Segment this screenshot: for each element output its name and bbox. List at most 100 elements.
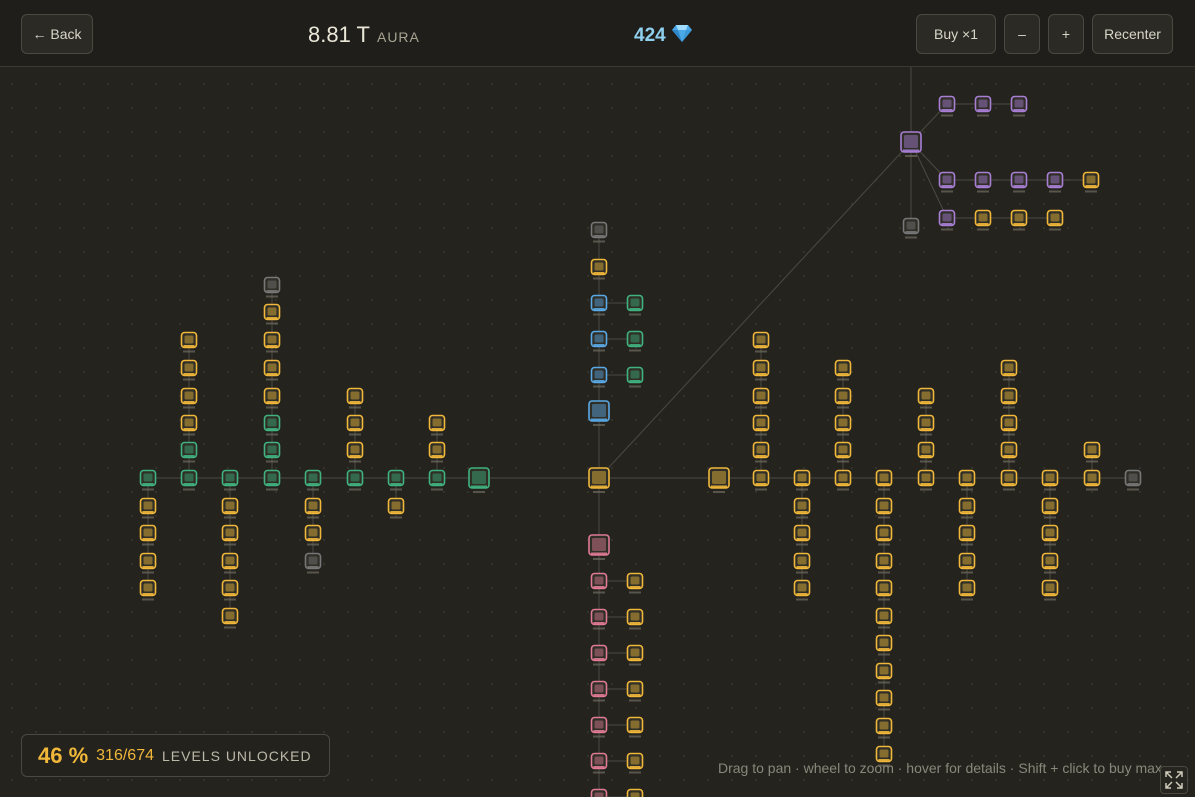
skill-node[interactable] — [875, 552, 893, 574]
skill-node[interactable] — [1041, 552, 1059, 574]
skill-node[interactable] — [1041, 497, 1059, 519]
skill-node[interactable] — [263, 359, 281, 381]
skill-node[interactable] — [626, 572, 644, 594]
skill-node[interactable] — [834, 441, 852, 463]
skill-node[interactable] — [590, 294, 608, 316]
skill-node[interactable] — [752, 469, 770, 491]
skill-node[interactable] — [875, 579, 893, 601]
skill-node[interactable] — [139, 497, 157, 519]
skill-node[interactable] — [1010, 95, 1028, 117]
skill-node[interactable] — [834, 387, 852, 409]
skill-node[interactable] — [263, 387, 281, 409]
skill-node[interactable] — [590, 608, 608, 630]
skill-node[interactable] — [263, 414, 281, 436]
buy-multiplier-button[interactable]: Buy ×1 — [916, 14, 996, 54]
skill-node[interactable] — [875, 745, 893, 767]
skill-node[interactable] — [1010, 209, 1028, 231]
fullscreen-button[interactable] — [1160, 766, 1188, 794]
skill-node[interactable] — [958, 497, 976, 519]
skill-node[interactable] — [1041, 579, 1059, 601]
skill-node[interactable] — [590, 330, 608, 352]
skill-node[interactable] — [875, 497, 893, 519]
skill-node[interactable] — [793, 524, 811, 546]
skill-node[interactable] — [793, 497, 811, 519]
skill-node[interactable] — [917, 441, 935, 463]
skill-node[interactable] — [221, 607, 239, 629]
skill-node[interactable] — [752, 414, 770, 436]
skill-node[interactable] — [1082, 171, 1100, 193]
zoom-out-button[interactable]: – — [1004, 14, 1040, 54]
skill-node[interactable] — [263, 276, 281, 298]
skill-node[interactable] — [304, 524, 322, 546]
skill-node[interactable] — [875, 469, 893, 491]
skill-node[interactable] — [590, 752, 608, 774]
skill-node[interactable] — [1000, 414, 1018, 436]
skill-node[interactable] — [875, 662, 893, 684]
skill-tree-canvas[interactable] — [0, 67, 1195, 797]
skill-node[interactable] — [139, 524, 157, 546]
skill-node[interactable] — [1083, 441, 1101, 463]
skill-node[interactable] — [304, 497, 322, 519]
skill-node[interactable] — [221, 469, 239, 491]
skill-node[interactable] — [346, 414, 364, 436]
skill-node[interactable] — [588, 467, 610, 493]
skill-node[interactable] — [428, 469, 446, 491]
skill-node[interactable] — [221, 524, 239, 546]
skill-node[interactable] — [180, 359, 198, 381]
skill-node[interactable] — [752, 441, 770, 463]
skill-node[interactable] — [304, 469, 322, 491]
skill-tree-graph[interactable] — [0, 67, 1195, 797]
tree-nodes[interactable] — [139, 95, 1142, 797]
skill-node[interactable] — [588, 400, 610, 426]
skill-node[interactable] — [590, 221, 608, 243]
back-button[interactable]: ← Back — [21, 14, 93, 54]
skill-node[interactable] — [1124, 469, 1142, 491]
skill-node[interactable] — [793, 552, 811, 574]
skill-node[interactable] — [875, 607, 893, 629]
skill-node[interactable] — [428, 441, 446, 463]
skill-node[interactable] — [974, 171, 992, 193]
skill-node[interactable] — [304, 552, 322, 574]
skill-node[interactable] — [958, 579, 976, 601]
skill-node[interactable] — [626, 716, 644, 738]
skill-node[interactable] — [263, 331, 281, 353]
skill-node[interactable] — [626, 330, 644, 352]
skill-node[interactable] — [626, 644, 644, 666]
skill-node[interactable] — [263, 303, 281, 325]
skill-node[interactable] — [1000, 387, 1018, 409]
skill-node[interactable] — [917, 387, 935, 409]
skill-node[interactable] — [139, 469, 157, 491]
skill-node[interactable] — [588, 534, 610, 560]
skill-node[interactable] — [590, 644, 608, 666]
skill-node[interactable] — [346, 469, 364, 491]
recenter-button[interactable]: Recenter — [1092, 14, 1173, 54]
skill-node[interactable] — [1000, 359, 1018, 381]
skill-node[interactable] — [974, 95, 992, 117]
skill-node[interactable] — [958, 469, 976, 491]
skill-node[interactable] — [708, 467, 730, 493]
skill-node[interactable] — [346, 387, 364, 409]
skill-node[interactable] — [902, 217, 920, 239]
skill-node[interactable] — [180, 469, 198, 491]
skill-node[interactable] — [180, 441, 198, 463]
skill-node[interactable] — [1000, 441, 1018, 463]
skill-node[interactable] — [1046, 171, 1064, 193]
skill-node[interactable] — [180, 331, 198, 353]
skill-node[interactable] — [590, 366, 608, 388]
skill-node[interactable] — [387, 497, 405, 519]
skill-node[interactable] — [221, 579, 239, 601]
skill-node[interactable] — [752, 387, 770, 409]
skill-node[interactable] — [180, 387, 198, 409]
skill-node[interactable] — [938, 95, 956, 117]
skill-node[interactable] — [590, 258, 608, 280]
skill-node[interactable] — [180, 414, 198, 436]
skill-node[interactable] — [793, 579, 811, 601]
skill-node[interactable] — [752, 331, 770, 353]
skill-node[interactable] — [590, 572, 608, 594]
skill-node[interactable] — [139, 552, 157, 574]
skill-node[interactable] — [221, 552, 239, 574]
skill-node[interactable] — [626, 788, 644, 797]
skill-node[interactable] — [752, 359, 770, 381]
skill-node[interactable] — [875, 689, 893, 711]
skill-node[interactable] — [387, 469, 405, 491]
